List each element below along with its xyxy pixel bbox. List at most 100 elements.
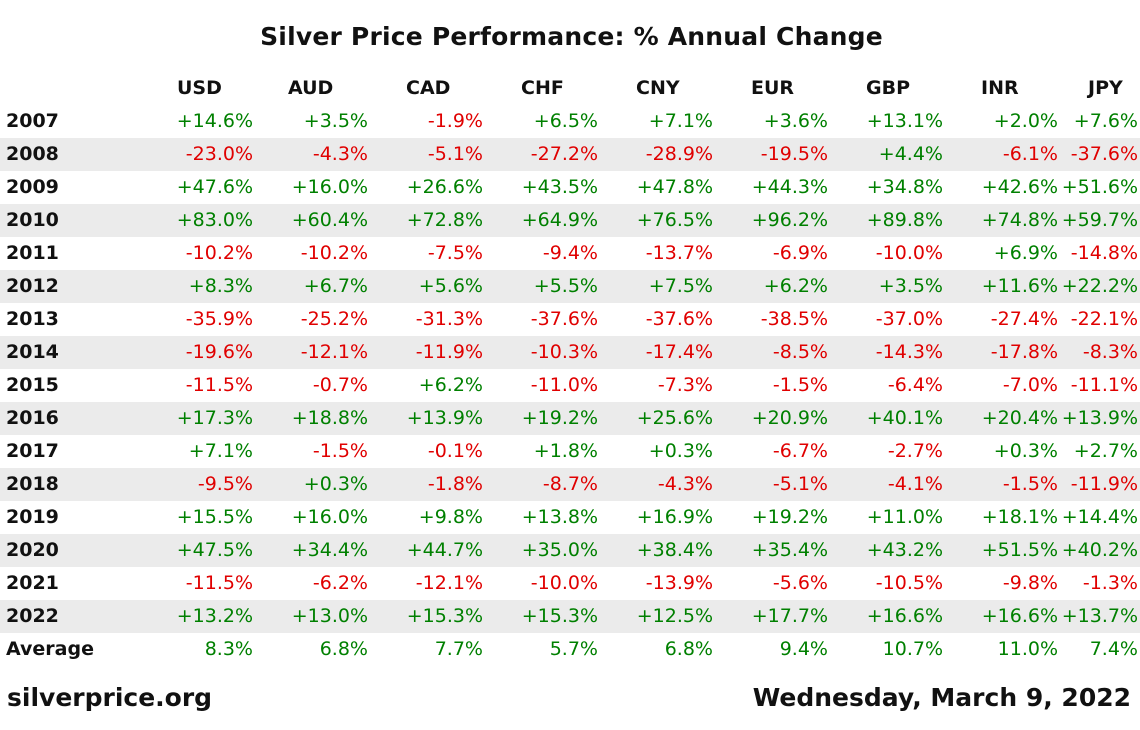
cell-cny: -13.9% (645, 572, 713, 594)
cell-usd: +83.0% (165, 204, 255, 237)
column-header-inr: INR (981, 77, 1019, 99)
column-header-jpy: JPY (1088, 77, 1123, 99)
row-label: 2013 (6, 308, 59, 330)
cell-eur: -6.9% (772, 242, 828, 264)
cell-chf: -9.4% (542, 242, 598, 264)
cell-chf: -10.0% (530, 572, 598, 594)
cell-inr: +51.5% (945, 534, 1060, 567)
cell-jpy: +40.2% (1060, 534, 1140, 567)
cell-cny: +76.5% (600, 204, 715, 237)
row-label: 2016 (0, 402, 165, 435)
cell-inr: +11.6% (945, 270, 1060, 303)
cell-cad: +6.2% (418, 374, 483, 396)
cell-eur: +96.2% (715, 204, 830, 237)
cell-aud: -1.5% (312, 440, 368, 462)
cell-cny: -4.3% (600, 468, 715, 501)
cell-eur: +3.6% (763, 110, 828, 132)
cell-gbp: +89.8% (830, 204, 945, 237)
cell-usd: -35.9% (185, 308, 253, 330)
cell-inr: +74.8% (945, 204, 1060, 237)
cell-inr: +0.3% (993, 440, 1058, 462)
cell-jpy: +2.7% (1073, 440, 1138, 462)
row-label: 2015 (6, 374, 59, 396)
cell-gbp: -14.3% (830, 336, 945, 369)
cell-gbp: +43.2% (830, 534, 945, 567)
date-label: Wednesday, March 9, 2022 (752, 683, 1131, 712)
cell-cad: +72.8% (370, 204, 485, 237)
cell-usd: +14.6% (176, 110, 253, 132)
cell-chf: +5.5% (485, 270, 600, 303)
cell-jpy: -14.8% (1070, 242, 1138, 264)
cell-eur: -1.5% (772, 374, 828, 396)
table-row-2020: 2020 +47.5% +34.4% +44.7% +35.0% +38.4% +35.4%… (0, 534, 1140, 567)
row-label: 2014 (0, 336, 165, 369)
cell-cny: +7.1% (648, 110, 713, 132)
cell-chf: -11.0% (530, 374, 598, 396)
cell-aud: +60.4% (255, 204, 370, 237)
cell-inr: +20.4% (945, 402, 1060, 435)
table-row-2013: 2013 -35.9% -25.2% -31.3% -37.6% -37.6% -38.5%… (0, 303, 1140, 336)
column-header-aud: AUD (288, 77, 334, 99)
cell-eur: +20.9% (715, 402, 830, 435)
cell-cny: -7.3% (657, 374, 713, 396)
cell-inr: -27.4% (990, 308, 1058, 330)
cell-cny: +38.4% (600, 534, 715, 567)
cell-chf: +19.2% (485, 402, 600, 435)
row-label: 2011 (6, 242, 59, 264)
cell-jpy: +13.7% (1060, 600, 1140, 633)
cell-cad: +9.8% (418, 506, 483, 528)
cell-chf: +64.9% (485, 204, 600, 237)
cell-jpy: +13.9% (1060, 402, 1140, 435)
cell-gbp: -2.7% (887, 440, 943, 462)
cell-chf: -10.3% (485, 336, 600, 369)
row-label: 2022 (0, 600, 165, 633)
site-name: silverprice.org (7, 683, 213, 712)
cell-jpy: +14.4% (1061, 506, 1138, 528)
cell-cad: -31.3% (415, 308, 483, 330)
cell-cny: +12.5% (600, 600, 715, 633)
row-label: 2018 (0, 468, 165, 501)
cell-usd: -10.2% (185, 242, 253, 264)
cell-cad: -0.1% (427, 440, 483, 462)
table-row-2009: 2009 +47.6% +16.0% +26.6% +43.5% +47.8% +44.3%… (0, 171, 1140, 204)
cell-eur: +44.3% (751, 176, 828, 198)
cell-eur: -19.5% (715, 138, 830, 171)
cell-aud: +16.0% (291, 506, 368, 528)
table-row-2017: 2017 +7.1% -1.5% -0.1% +1.8% +0.3% -6.7% -2.7% +… (0, 435, 1140, 468)
table-body: 2007 +14.6% +3.5% -1.9% +6.5% +7.1% +3.6% +13.1… (0, 105, 1140, 666)
cell-usd: +47.6% (176, 176, 253, 198)
table-row-2015: 2015 -11.5% -0.7% +6.2% -11.0% -7.3% -1.5% -6.4… (0, 369, 1140, 402)
cell-aud: +18.8% (255, 402, 370, 435)
column-header-cad: CAD (406, 77, 451, 99)
cell-usd: -19.6% (165, 336, 255, 369)
cell-aud: -25.2% (300, 308, 368, 330)
average-cell-aud: 6.8% (319, 638, 368, 660)
cell-cad: -1.8% (370, 468, 485, 501)
average-cell-chf: 5.7% (549, 638, 598, 660)
cell-inr: -7.0% (1002, 374, 1058, 396)
cell-cad: +26.6% (406, 176, 483, 198)
cell-aud: -10.2% (300, 242, 368, 264)
table-row-2022: 2022 +13.2% +13.0% +15.3% +15.3% +12.5% +17.7%… (0, 600, 1140, 633)
cell-cny: -28.9% (600, 138, 715, 171)
cell-usd: +15.5% (176, 506, 253, 528)
cell-cad: -7.5% (427, 242, 483, 264)
cell-usd: -11.5% (185, 572, 253, 594)
table-row-2008: 2008 -23.0% -4.3% -5.1% -27.2% -28.9% -19.5% +4… (0, 138, 1140, 171)
cell-chf: +6.5% (533, 110, 598, 132)
cell-jpy: +22.2% (1060, 270, 1140, 303)
cell-inr: +42.6% (981, 176, 1058, 198)
cell-eur: -8.5% (715, 336, 830, 369)
cell-cny: +7.5% (600, 270, 715, 303)
cell-cny: +47.8% (636, 176, 713, 198)
cell-gbp: -4.1% (830, 468, 945, 501)
cell-eur: -5.6% (772, 572, 828, 594)
table-row-2014: 2014 -19.6% -12.1% -11.9% -10.3% -17.4% -8.5% -… (0, 336, 1140, 369)
cell-usd: -11.5% (185, 374, 253, 396)
cell-inr: +18.1% (981, 506, 1058, 528)
column-header-gbp: GBP (866, 77, 911, 99)
cell-gbp: -37.0% (875, 308, 943, 330)
table-header-row: USD AUD CAD CHF CNY EUR GBP INR JPY (0, 72, 1140, 105)
cell-inr: -17.8% (945, 336, 1060, 369)
cell-aud: -0.7% (312, 374, 368, 396)
